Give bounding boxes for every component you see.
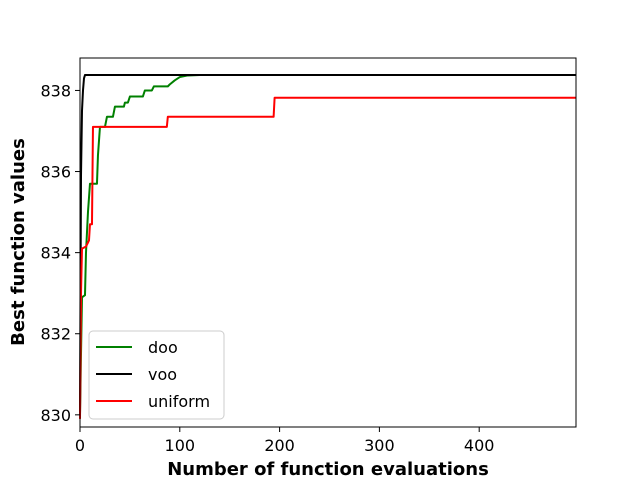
y-tick-label: 832 (40, 325, 71, 344)
legend-label-voo: voo (148, 365, 177, 384)
plot-frame (79, 57, 577, 428)
legend: doo voo uniform (88, 330, 225, 420)
x-tick-label: 400 (464, 436, 495, 455)
series-lines (79, 74, 576, 419)
y-tick-label: 836 (40, 163, 71, 182)
legend-frame (88, 330, 225, 420)
y-tick-label: 834 (40, 244, 71, 263)
y-axis-ticks: 830 832 834 836 838 (40, 81, 80, 425)
legend-label-doo: doo (148, 338, 178, 357)
x-axis-label: Number of function evaluations (167, 459, 489, 480)
series-line-voo (79, 74, 576, 415)
y-tick-label: 838 (40, 81, 71, 100)
x-axis-ticks: 0 100 200 300 400 (75, 427, 495, 455)
y-tick-label: 830 (40, 406, 71, 425)
series-line-doo (79, 74, 576, 415)
legend-label-uniform: uniform (148, 392, 210, 411)
x-tick-label: 200 (264, 436, 295, 455)
y-axis-label: Best function values (8, 138, 29, 346)
x-tick-label: 100 (165, 436, 196, 455)
series-line-uniform (79, 96, 576, 419)
x-tick-label: 0 (75, 436, 85, 455)
x-tick-label: 300 (364, 436, 395, 455)
